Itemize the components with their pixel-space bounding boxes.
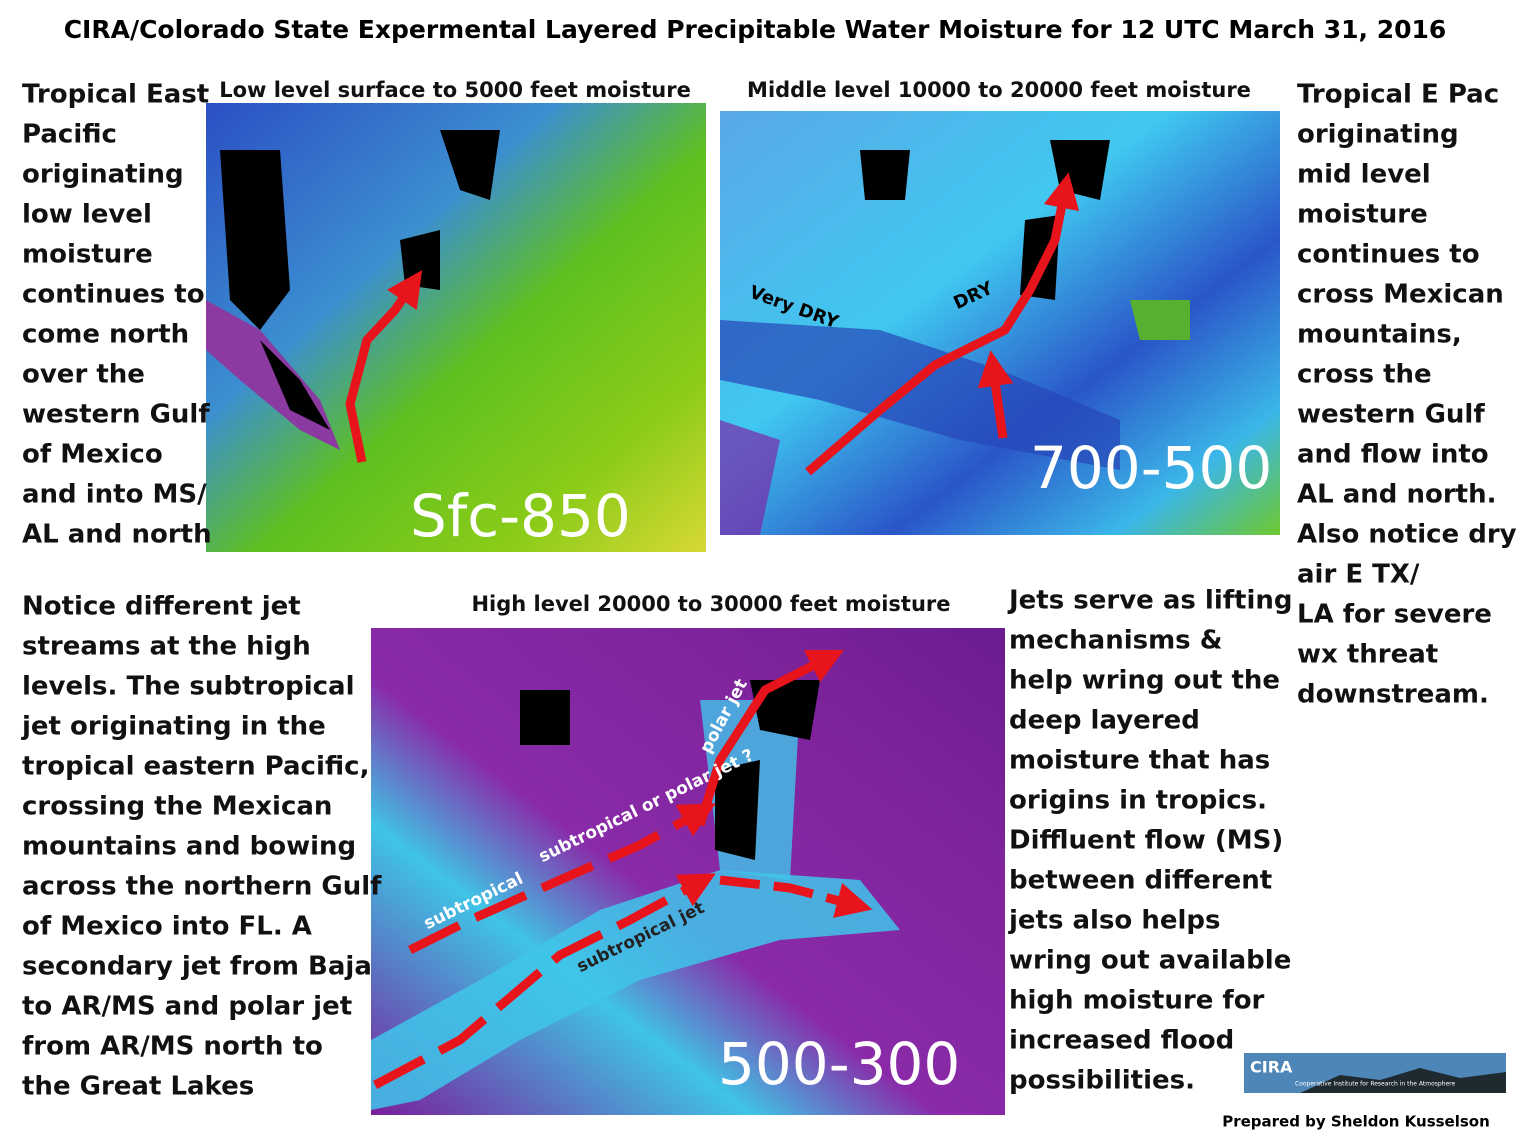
text-line: western Gulf [1297,400,1485,430]
text-line: cross Mexican [1297,280,1504,310]
panel-caption: Low level surface to 5000 feet moisture [219,78,691,102]
logo-subtitle: Cooperative Institute for Research in th… [1295,1081,1456,1088]
text-line: downstream. [1297,680,1489,710]
text-line: originating [22,160,184,190]
text-line: the Great Lakes [22,1072,254,1102]
text-line: air E TX/ [1297,560,1420,590]
text-line: AL and north [22,520,212,550]
text-line: and into MS/ [22,480,207,510]
text-line: levels. The subtropical [22,672,354,702]
text-line: originating [1297,120,1459,150]
map-image [720,111,1280,535]
logo-name: CIRA [1250,1058,1293,1077]
text-line: moisture [22,240,153,270]
text-line: LA for severe [1297,600,1492,630]
text-line: jets also helps [1008,906,1221,936]
text-line: continues to [22,280,205,310]
map-label: 500-300 [718,1030,960,1098]
text-line: Tropical East [22,80,209,110]
text-line: Diffluent flow (MS) [1009,826,1283,856]
text-line: jet originating in the [21,712,326,742]
text-line: of Mexico into FL. A [22,912,312,942]
text-line: mechanisms & [1009,626,1222,656]
text-line: crossing the Mexican [22,792,332,822]
text-line: cross the [1297,360,1432,390]
text-line: Also notice dry [1297,520,1517,550]
text-line: moisture that has [1009,746,1270,776]
text-line: from AR/MS north to [22,1032,323,1062]
text-line: mountains, [1297,320,1462,350]
map-image [371,628,1005,1115]
text-line: continues to [1297,240,1480,270]
text-line: origins in tropics. [1009,786,1267,816]
map-image [206,103,706,552]
logo [1244,1053,1506,1093]
text-line: streams at the high [22,632,311,662]
text-line: increased flood [1009,1026,1234,1056]
credit: Prepared by Sheldon Kusselson [1222,1113,1490,1131]
text-line: of Mexico [22,440,163,470]
text-line: mid level [1297,160,1431,190]
text-line: low level [22,200,152,230]
text-line: Tropical E Pac [1297,80,1499,110]
text-line: AL and north. [1297,480,1496,510]
text-line: moisture [1297,200,1428,230]
text-line: over the [22,360,145,390]
text-line: Notice different jet [22,592,301,622]
text-line: secondary jet from Baja [22,952,372,982]
text-line: tropical eastern Pacific, [22,752,369,782]
text-line: Pacific [22,120,117,150]
text-line: and flow into [1297,440,1489,470]
title: CIRA/Colorado State Expermental Layered … [64,15,1447,44]
text-line: high moisture for [1009,986,1265,1016]
text-line: possibilities. [1009,1066,1195,1096]
text-line: between different [1009,866,1272,896]
text-line: wx threat [1297,640,1438,670]
text-line: across the northern Gulf [22,872,382,902]
panel-caption: Middle level 10000 to 20000 feet moistur… [747,78,1251,102]
map-label: 700-500 [1030,434,1272,502]
panel-caption: High level 20000 to 30000 feet moisture [471,592,950,616]
text-line: come north [22,320,189,350]
text-line: deep layered [1009,706,1200,736]
text-line: help wring out the [1009,666,1280,696]
text-line: western Gulf [22,400,210,430]
text-line: wring out available [1009,946,1291,976]
text-line: to AR/MS and polar jet [22,992,352,1022]
text-line: mountains and bowing [22,832,356,862]
text-line: Jets serve as lifting [1007,586,1293,616]
map-label: Sfc-850 [410,482,631,550]
